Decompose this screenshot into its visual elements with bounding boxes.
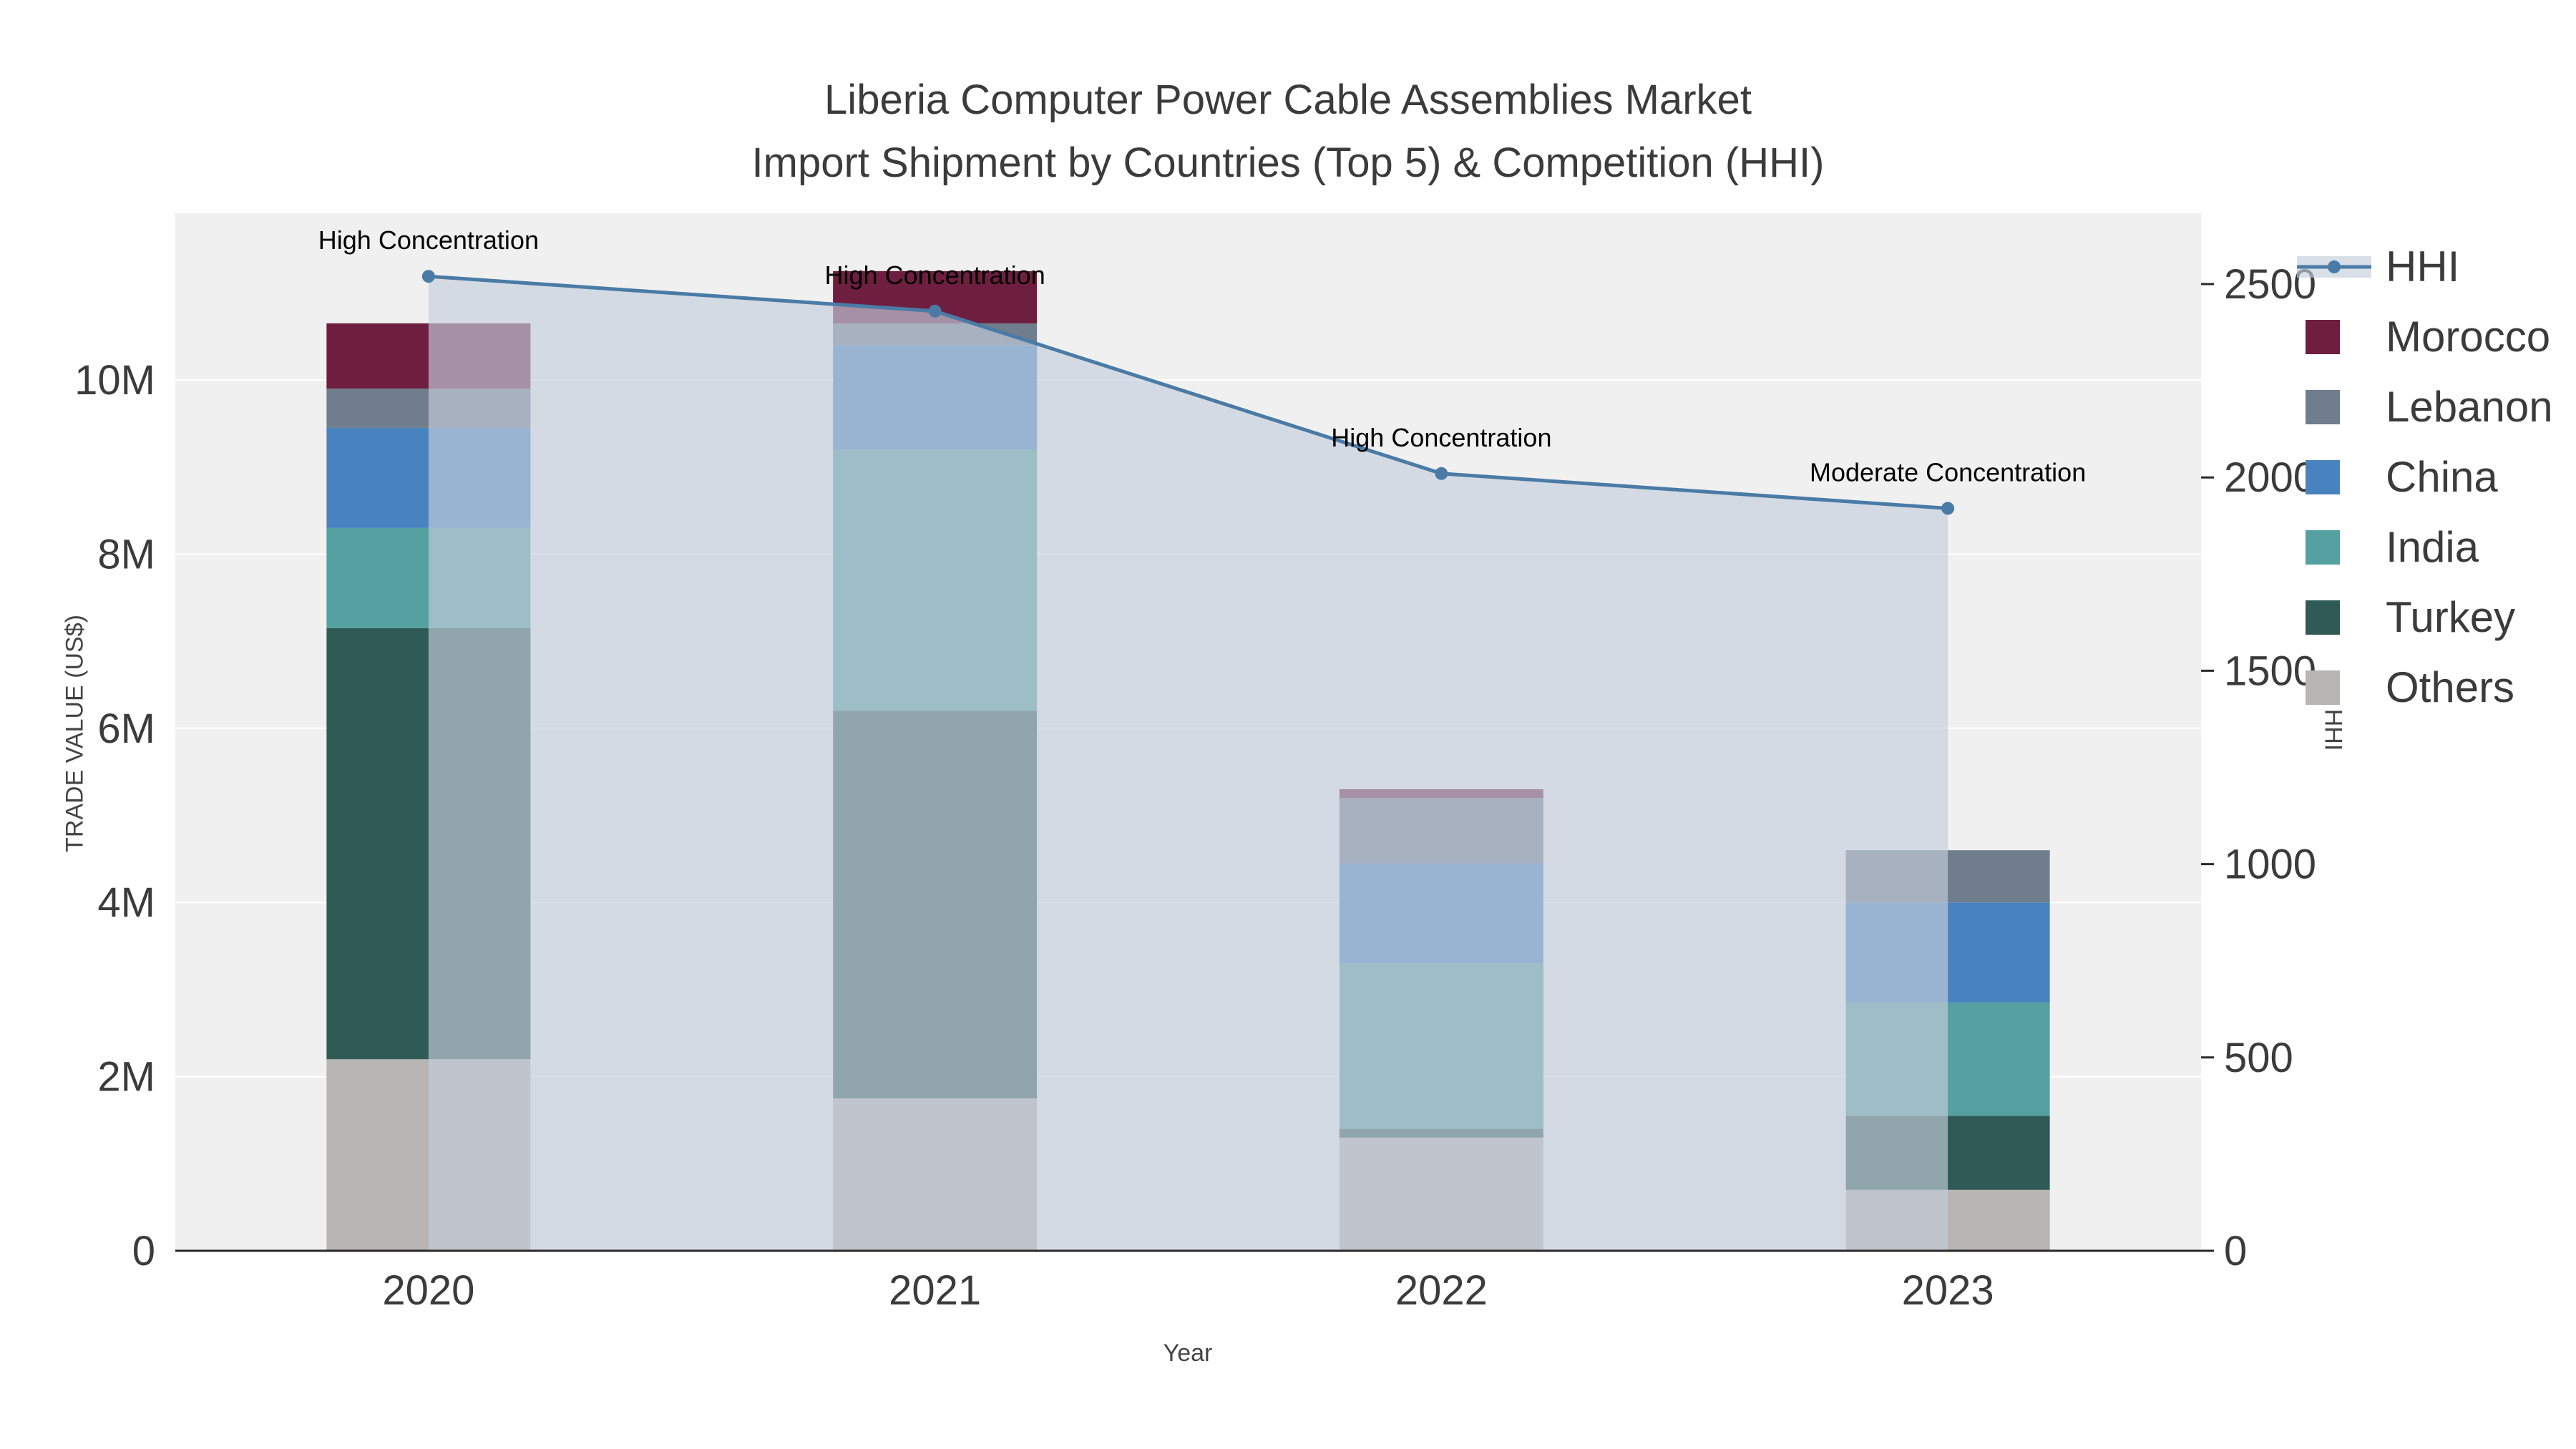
- x-tick-2021: 2021: [889, 1267, 981, 1314]
- y-left-tick-6M: 6M: [97, 706, 155, 752]
- legend-item-others[interactable]: Others: [2306, 663, 2514, 711]
- y-left-tick-2M: 2M: [97, 1054, 155, 1101]
- legend-swatch-lebanon: [2306, 390, 2340, 424]
- annotation-2021: High Concentration: [825, 260, 1045, 290]
- legend-swatch-turkey: [2306, 600, 2340, 635]
- legend-hhi-marker-icon: [2328, 260, 2341, 273]
- legend-swatch-india: [2306, 530, 2340, 565]
- y-right-tick-1000: 1000: [2224, 841, 2316, 888]
- y-right-tick-0: 0: [2224, 1228, 2247, 1274]
- annotation-2020: High Concentration: [318, 225, 539, 255]
- hhi-line: [428, 274, 1948, 510]
- hhi-area: [428, 276, 1948, 1251]
- hhi-marker-2023[interactable]: [1941, 502, 1955, 515]
- x-tick-2023: 2023: [1902, 1267, 1994, 1314]
- legend-item-china[interactable]: China: [2306, 453, 2498, 501]
- legend-swatch-china: [2306, 460, 2340, 494]
- legend-swatch-others: [2306, 670, 2340, 705]
- legend-label-china: China: [2386, 453, 2498, 501]
- y-right-tick-500: 500: [2224, 1035, 2293, 1081]
- x-tick-2020: 2020: [382, 1267, 474, 1314]
- legend-label-turkey: Turkey: [2386, 593, 2515, 641]
- legend-label-lebanon: Lebanon: [2386, 383, 2553, 431]
- legend-label-others: Others: [2386, 663, 2514, 711]
- y-left-tick-4M: 4M: [97, 879, 155, 926]
- x-tick-2022: 2022: [1395, 1267, 1488, 1314]
- legend-item-morocco[interactable]: Morocco: [2306, 313, 2550, 361]
- y-left-tick-8M: 8M: [97, 531, 155, 577]
- hhi-marker-2021[interactable]: [928, 304, 942, 318]
- y-left-tick-0: 0: [132, 1228, 155, 1274]
- legend-label-india: India: [2386, 523, 2479, 571]
- hhi-marker-2020[interactable]: [421, 270, 435, 283]
- legend-item-india[interactable]: India: [2306, 523, 2479, 571]
- hhi-marker-2022[interactable]: [1435, 467, 1448, 480]
- y-left-tick-10M: 10M: [74, 357, 155, 404]
- y-right-tick-1500: 1500: [2224, 648, 2316, 694]
- legend-item-turkey[interactable]: Turkey: [2306, 593, 2515, 641]
- legend-item-lebanon[interactable]: Lebanon: [2306, 383, 2553, 431]
- legend-label-morocco: Morocco: [2386, 313, 2550, 361]
- annotation-2023: Moderate Concentration: [1810, 457, 2086, 487]
- legend-swatch-morocco: [2306, 320, 2340, 354]
- y-right-tick-2000: 2000: [2224, 454, 2316, 501]
- annotation-2022: High Concentration: [1331, 423, 1551, 452]
- legend-label-hhi: HHI: [2386, 243, 2459, 291]
- legend-item-hhi[interactable]: HHI: [2297, 243, 2459, 291]
